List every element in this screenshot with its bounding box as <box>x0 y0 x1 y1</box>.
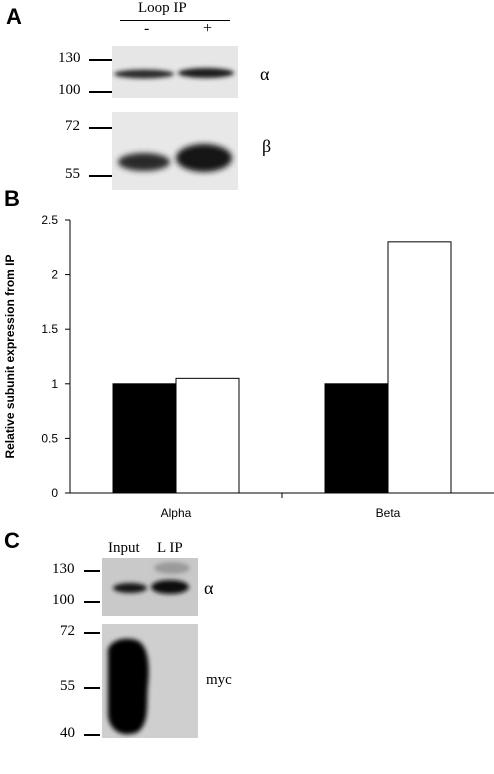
mw-55-c: 55 <box>60 678 75 694</box>
mw-72-a: 72 <box>65 118 80 134</box>
y-tick-label: 0.5 <box>41 431 58 445</box>
mw-130-c: 130 <box>52 561 75 577</box>
loop-ip-header-line <box>120 20 230 21</box>
band-myc-input <box>107 638 149 735</box>
x-tick-label: Beta <box>376 506 401 520</box>
beta-label-a: β <box>262 136 272 156</box>
mw-55-a: 55 <box>65 166 80 182</box>
mw-100-a: 100 <box>58 82 81 98</box>
y-tick-label: 2 <box>51 268 58 282</box>
myc-label-c: myc <box>206 672 232 688</box>
blot-c-myc <box>102 624 198 738</box>
mw-tick-55-c <box>84 687 100 689</box>
lane-plus-label: + <box>203 20 213 37</box>
blot-a-alpha <box>112 46 238 98</box>
y-tick-label: 0 <box>51 486 58 500</box>
panel-c-label: C <box>4 528 20 553</box>
bar-chart: 0 0.5 1 1.5 2 2.5 Alpha Beta Relative subunit ex… <box>3 213 494 520</box>
mw-tick-40-c <box>84 734 100 736</box>
mw-tick-55-a <box>89 175 113 177</box>
mw-130-a: 130 <box>58 50 81 66</box>
loop-ip-header: Loop IP <box>138 0 187 16</box>
x-tick-label: Alpha <box>161 506 192 520</box>
lane-minus-label: - <box>144 20 150 37</box>
mw-40-c: 40 <box>60 725 75 741</box>
lane-lip-label: L IP <box>157 540 183 556</box>
band-alpha-input <box>113 583 147 593</box>
panel-a-label: A <box>6 4 22 29</box>
band-alpha-plus <box>178 68 234 78</box>
y-tick-label: 1 <box>51 377 58 391</box>
y-tick-label: 1.5 <box>41 322 58 336</box>
bar-beta-dark <box>324 383 389 494</box>
bar-beta-light <box>387 241 452 494</box>
mw-tick-72-c <box>84 632 100 634</box>
alpha-label-a: α <box>260 64 270 84</box>
mw-72-c: 72 <box>60 623 75 639</box>
band-beta-plus <box>176 144 232 172</box>
mw-tick-72-a <box>89 127 113 129</box>
band-alpha-minus <box>114 69 174 79</box>
blot-c-alpha <box>102 558 198 616</box>
bar-alpha-light <box>175 377 240 494</box>
mw-tick-100-c <box>84 601 100 603</box>
mw-tick-100-a <box>89 91 113 93</box>
blot-a-beta <box>112 112 238 190</box>
y-axis-label: Relative subunit expression from IP <box>3 254 17 458</box>
mw-tick-130-c <box>84 570 100 572</box>
mw-tick-130-a <box>89 59 113 61</box>
lane-input-label: Input <box>108 540 140 556</box>
panel-b-label: B <box>4 186 20 211</box>
y-tick-label: 2.5 <box>41 213 58 227</box>
mw-100-c: 100 <box>52 592 75 608</box>
alpha-label-c: α <box>204 578 214 598</box>
band-alpha-lip <box>151 580 189 594</box>
band-beta-minus <box>118 153 170 171</box>
bar-alpha-dark <box>112 383 177 494</box>
